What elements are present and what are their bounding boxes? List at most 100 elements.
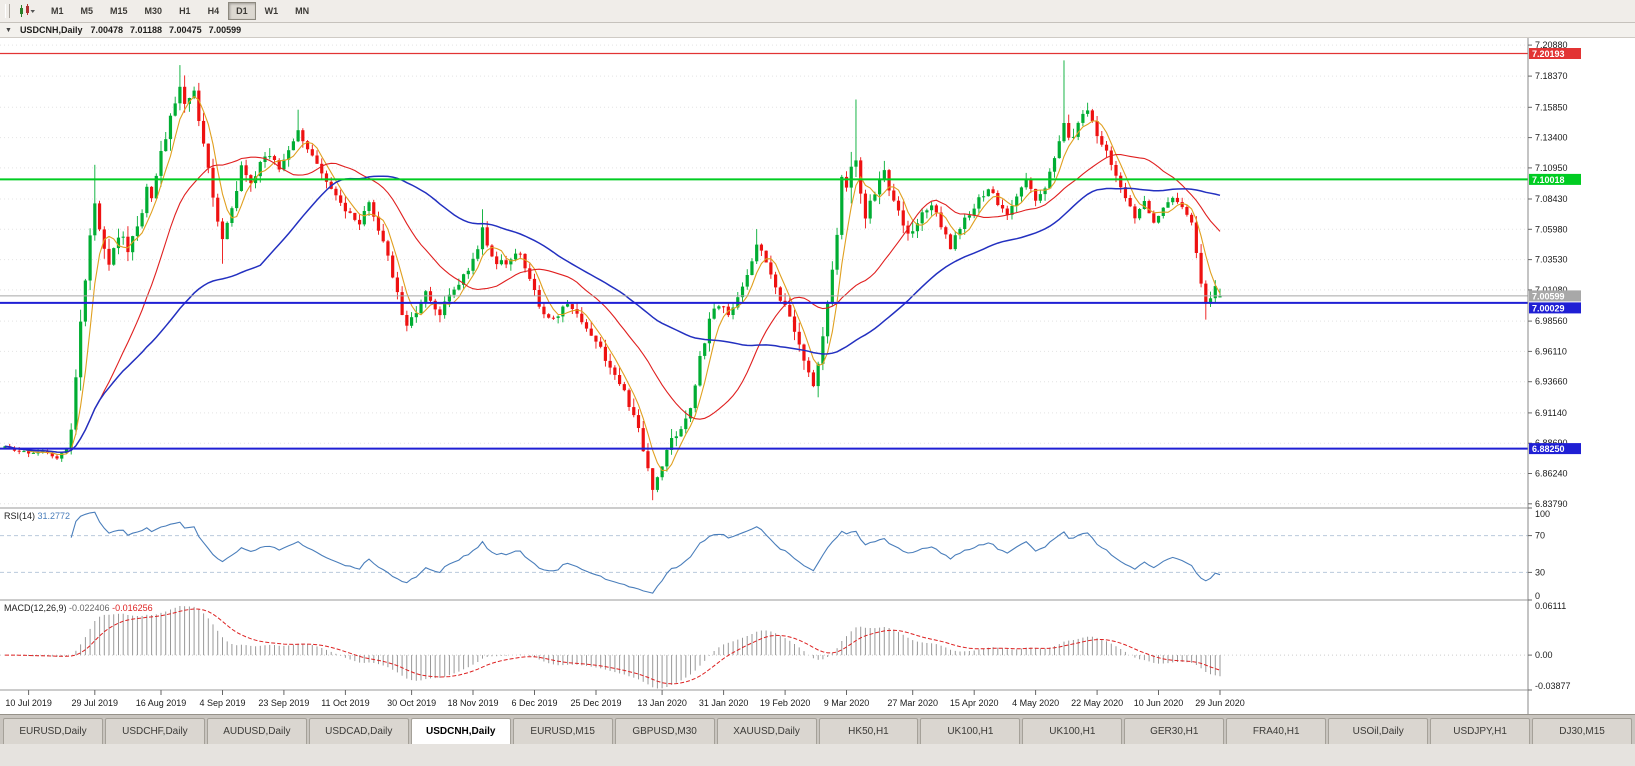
chart-tab-gbpusd-m30[interactable]: GBPUSD,M30 — [614, 718, 715, 744]
macd-label: MACD(12,26,9) -0.022406 -0.016256 — [4, 603, 153, 613]
timeframe-button-m5[interactable]: M5 — [73, 2, 102, 20]
svg-text:13 Jan 2020: 13 Jan 2020 — [637, 698, 687, 708]
svg-text:7.13400: 7.13400 — [1535, 133, 1568, 143]
svg-text:7.08430: 7.08430 — [1535, 194, 1568, 204]
timeframe-button-mn[interactable]: MN — [287, 2, 317, 20]
horizontal-levels[interactable] — [0, 52, 1528, 450]
svg-text:100: 100 — [1535, 509, 1550, 519]
timeframe-buttons: M1 M5 M15 M30 H1 H4 D1 W1 MN — [43, 2, 317, 20]
svg-text:7.00029: 7.00029 — [1532, 303, 1565, 313]
svg-text:27 Mar 2020: 27 Mar 2020 — [887, 698, 938, 708]
chart-tab-uk100-h1[interactable]: UK100,H1 — [920, 718, 1021, 744]
svg-text:6.83790: 6.83790 — [1535, 499, 1568, 509]
rsi-line — [70, 511, 1221, 594]
svg-text:7.20880: 7.20880 — [1535, 40, 1568, 50]
ohlc-low-value: 7.00475 — [169, 25, 202, 35]
chart-periods-icon[interactable] — [15, 2, 39, 20]
svg-text:6.86240: 6.86240 — [1535, 469, 1568, 479]
svg-text:6.96110: 6.96110 — [1535, 346, 1567, 356]
price-scale[interactable]: 7.20880 7.18370 7.15850 7.13400 7.10950 7.084… — [1527, 38, 1635, 714]
chart-tab-eurusd-m15[interactable]: EURUSD,M15 — [512, 718, 613, 744]
svg-text:6.98560: 6.98560 — [1535, 316, 1568, 326]
ohlc-high-value: 7.01188 — [130, 25, 163, 35]
svg-text:-0.03877: -0.03877 — [1535, 681, 1571, 691]
chart-titlebar[interactable]: ▼ USDCNH,Daily 7.00478 7.01188 7.00475 7… — [0, 23, 1635, 38]
chart-tab-dj30-m15[interactable]: DJ30,M15 — [1532, 718, 1632, 744]
svg-text:7.20193: 7.20193 — [1532, 49, 1565, 59]
chart-tab-hk50-h1[interactable]: HK50,H1 — [818, 718, 919, 744]
chart-canvas[interactable]: RSI(14) 31.2772 MACD(12,26,9) -0.022406 -… — [0, 38, 1635, 714]
ma-medium-line — [4, 154, 1221, 453]
ma-slow-line — [4, 175, 1221, 453]
svg-text:6.91140: 6.91140 — [1535, 408, 1567, 418]
chart-tab-usdchf-daily[interactable]: USDCHF,Daily — [104, 718, 205, 744]
svg-text:6 Dec 2019: 6 Dec 2019 — [511, 698, 557, 708]
svg-text:25 Dec 2019: 25 Dec 2019 — [570, 698, 621, 708]
svg-text:18 Nov 2019: 18 Nov 2019 — [447, 698, 498, 708]
collapse-chart-icon[interactable]: ▼ — [5, 26, 12, 34]
svg-text:7.03530: 7.03530 — [1535, 255, 1568, 265]
chart-tab-xauusd-daily[interactable]: XAUUSD,Daily — [716, 718, 817, 744]
rsi-pane[interactable]: RSI(14) 31.2772 — [0, 511, 1528, 594]
svg-text:6.88250: 6.88250 — [1532, 444, 1565, 454]
chart-tab-usoil-daily[interactable]: USOil,Daily — [1328, 718, 1429, 744]
chart-tabs-bar: EURUSD,Daily USDCHF,Daily AUDUSD,Daily USDC… — [0, 714, 1635, 744]
svg-text:30: 30 — [1535, 567, 1545, 577]
candlestick-chart-icon — [20, 4, 35, 17]
svg-text:0.00: 0.00 — [1535, 650, 1553, 660]
ma-fast-line — [4, 95, 1221, 472]
timeframe-button-w1[interactable]: W1 — [257, 2, 287, 20]
svg-text:29 Jul 2019: 29 Jul 2019 — [72, 698, 119, 708]
chart-tab-audusd-daily[interactable]: AUDUSD,Daily — [206, 718, 307, 744]
timeframe-button-m1[interactable]: M1 — [43, 2, 72, 20]
svg-text:31 Jan 2020: 31 Jan 2020 — [699, 698, 749, 708]
svg-text:22 May 2020: 22 May 2020 — [1071, 698, 1123, 708]
pane-separators[interactable] — [0, 507, 1635, 691]
svg-text:9 Mar 2020: 9 Mar 2020 — [824, 698, 870, 708]
svg-text:4 May 2020: 4 May 2020 — [1012, 698, 1059, 708]
timeframe-button-d1[interactable]: D1 — [228, 2, 256, 20]
toolbar-grip[interactable] — [5, 4, 10, 18]
chart-title-symbol: USDCNH,Daily — [19, 25, 83, 35]
svg-text:16 Aug 2019: 16 Aug 2019 — [136, 698, 187, 708]
svg-text:4 Sep 2019: 4 Sep 2019 — [199, 698, 245, 708]
ohlc-close-value: 7.00599 — [208, 25, 242, 35]
svg-text:29 Jun 2020: 29 Jun 2020 — [1195, 698, 1245, 708]
ohlc-open-value: 7.00478 — [90, 25, 123, 35]
bottom-strip — [0, 744, 1635, 766]
svg-text:10 Jul 2019: 10 Jul 2019 — [5, 698, 52, 708]
chart-tab-usdcnh-daily[interactable]: USDCNH,Daily — [410, 718, 511, 744]
timeframe-toolbar: M1 M5 M15 M30 H1 H4 D1 W1 MN — [0, 0, 1635, 23]
time-scale[interactable]: 10 Jul 2019 29 Jul 2019 16 Aug 2019 4 Sep 2… — [5, 690, 1245, 708]
svg-text:7.10950: 7.10950 — [1535, 163, 1568, 173]
svg-text:7.15850: 7.15850 — [1535, 102, 1568, 112]
svg-text:7.10018: 7.10018 — [1532, 175, 1565, 185]
svg-text:19 Feb 2020: 19 Feb 2020 — [760, 698, 811, 708]
chart-tab-fra40-h1[interactable]: FRA40,H1 — [1226, 718, 1327, 744]
svg-text:7.05980: 7.05980 — [1535, 224, 1568, 234]
svg-text:0: 0 — [1535, 591, 1540, 601]
rsi-label: RSI(14) 31.2772 — [4, 511, 70, 521]
svg-text:11 Oct 2019: 11 Oct 2019 — [321, 698, 369, 708]
chart-tab-usdcad-daily[interactable]: USDCAD,Daily — [308, 718, 409, 744]
chart-ohlc-values: 7.00478 7.01188 7.00475 7.00599 — [90, 25, 241, 35]
svg-text:7.18370: 7.18370 — [1535, 71, 1568, 81]
timeframe-button-h1[interactable]: H1 — [171, 2, 199, 20]
chart-tab-usdjpy-h1[interactable]: USDJPY,H1 — [1430, 718, 1531, 744]
svg-text:0.06111: 0.06111 — [1535, 601, 1566, 611]
timeframe-button-m30[interactable]: M30 — [137, 2, 171, 20]
price-grid — [0, 44, 1528, 505]
svg-text:30 Oct 2019: 30 Oct 2019 — [387, 698, 436, 708]
svg-text:15 Apr 2020: 15 Apr 2020 — [950, 698, 999, 708]
moving-averages — [4, 95, 1221, 472]
chart-tab-ger30-h1[interactable]: GER30,H1 — [1124, 718, 1225, 744]
macd-pane[interactable]: MACD(12,26,9) -0.022406 -0.016256 — [0, 603, 1528, 689]
timeframe-button-h4[interactable]: H4 — [200, 2, 228, 20]
timeframe-button-m15[interactable]: M15 — [102, 2, 136, 20]
svg-text:70: 70 — [1535, 531, 1545, 541]
chart-tab-uk100-h1[interactable]: UK100,H1 — [1022, 718, 1123, 744]
chart-tab-eurusd-daily[interactable]: EURUSD,Daily — [3, 718, 103, 744]
svg-text:6.93660: 6.93660 — [1535, 377, 1568, 387]
svg-text:10 Jun 2020: 10 Jun 2020 — [1134, 698, 1184, 708]
